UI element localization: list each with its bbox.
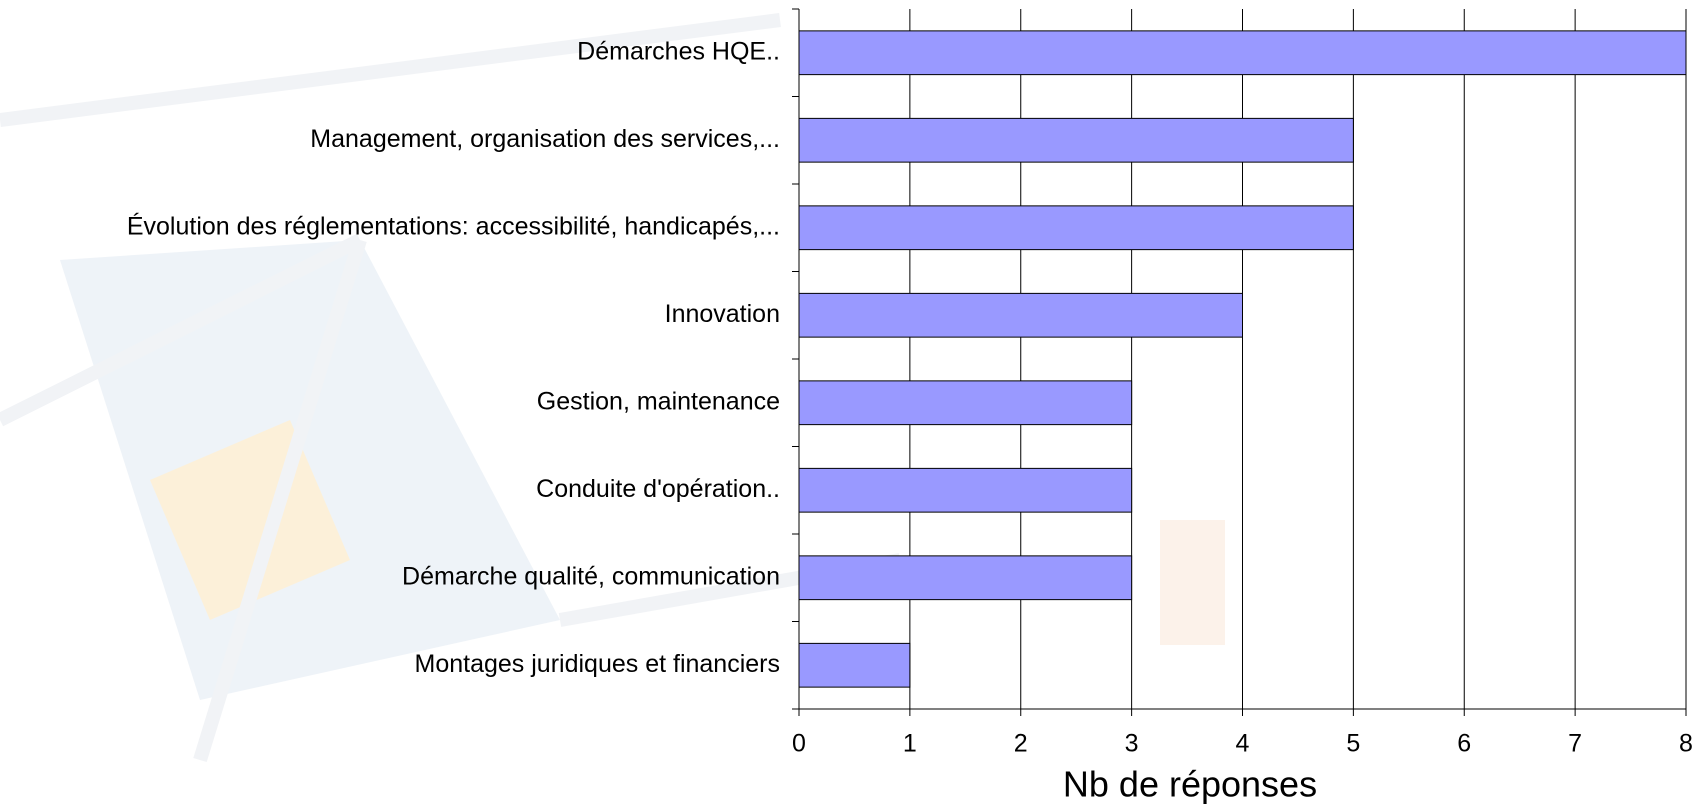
y-tick-label: Montages juridiques et financiers — [415, 650, 780, 678]
y-tick-label: Management, organisation des services,..… — [310, 125, 780, 153]
bar — [798, 117, 1354, 163]
x-tick-label: 1 — [903, 730, 917, 758]
x-tick-label: 2 — [1014, 730, 1028, 758]
y-tick-label: Démarche qualité, communication — [402, 562, 780, 590]
x-tick-label: 8 — [1679, 730, 1693, 758]
bar — [798, 642, 911, 688]
bar — [798, 555, 1133, 601]
y-tick-label: Innovation — [665, 300, 780, 328]
bar — [798, 292, 1243, 338]
bar — [798, 467, 1133, 513]
y-tick-label: Évolution des réglementations: accessibi… — [127, 211, 780, 240]
y-tick-label: Gestion, maintenance — [537, 387, 780, 415]
x-tick-label: 4 — [1236, 730, 1250, 758]
bar — [798, 205, 1354, 251]
bar — [798, 30, 1687, 76]
y-tick-label: Conduite d'opération.. — [536, 475, 780, 503]
x-axis-title: Nb de réponses — [1063, 764, 1317, 805]
x-tick-label: 3 — [1125, 730, 1139, 758]
x-tick-label: 7 — [1568, 730, 1582, 758]
x-tick-label: 6 — [1457, 730, 1471, 758]
bar — [798, 380, 1133, 426]
x-tick-label: 0 — [792, 730, 806, 758]
x-tick-label: 5 — [1346, 730, 1360, 758]
y-tick-label: Démarches HQE.. — [577, 37, 780, 65]
